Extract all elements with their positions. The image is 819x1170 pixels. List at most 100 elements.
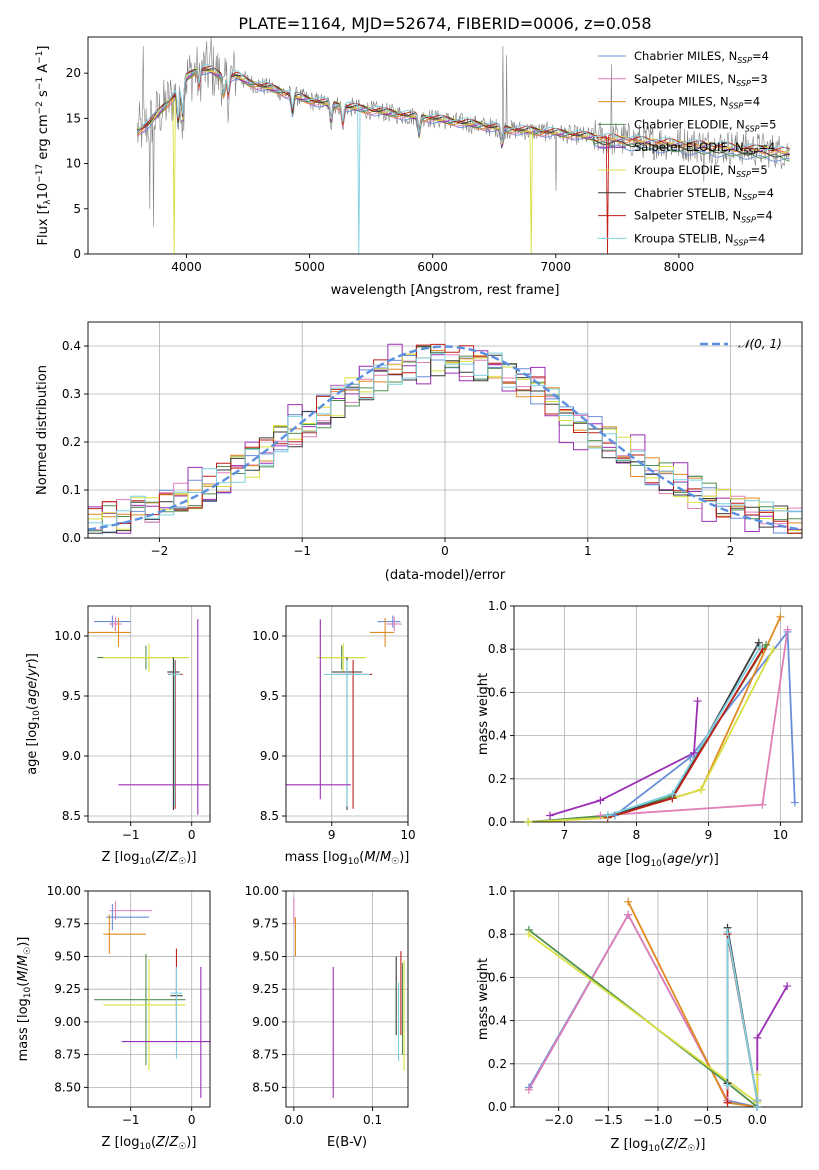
marker-kroupa-elodie bbox=[524, 818, 533, 826]
y-tick-label: 10.00 bbox=[245, 884, 279, 898]
panel-mass_vs_EBV: 0.0 0.1 8.50 8.75 9.00 9.25 9.50 9.75 10.00 E(B-V… bbox=[245, 884, 409, 1150]
y-tick-label: 0.8 bbox=[488, 927, 507, 941]
legend-label: Kroupa ELODIE, NSSP=5 bbox=[634, 163, 768, 179]
marker-kroupa-elodie bbox=[524, 930, 533, 939]
y-axis-label: Normed distribution bbox=[35, 365, 50, 495]
panel-weight_vs_age: 7 8 9 10 0.0 0.2 0.4 0.6 0.8 1.0 age [log10(age/yr… bbox=[476, 599, 803, 869]
marker-chabrier-miles bbox=[686, 753, 695, 762]
marker-kroupa-miles bbox=[776, 612, 785, 621]
y-tick-label: 9.0 bbox=[62, 749, 81, 763]
x-tick-label: 0 bbox=[188, 828, 196, 842]
axes-frame bbox=[87, 36, 803, 255]
y-axis-label: age [log10(age/yr)] bbox=[25, 653, 42, 775]
y-tick-label: 15 bbox=[66, 111, 81, 125]
y-tick-label: 0.1 bbox=[62, 483, 81, 497]
marker-kroupa-stelib bbox=[756, 643, 765, 652]
series-line-kroupa-elodie bbox=[528, 933, 759, 1105]
series-line-salpeter-stelib bbox=[607, 648, 764, 819]
panel-weight_vs_Z: −2.0 −1.5 −1.0 −0.5 0.0 0.0 0.2 0.4 0.6 0.8 1.0 Z [… bbox=[476, 884, 803, 1154]
y-axis-label: mass [log10(M/M☉)] bbox=[16, 937, 33, 1062]
y-axis-label: mass weight bbox=[476, 673, 491, 755]
marker-kroupa-stelib bbox=[603, 811, 612, 820]
y-tick-label: 0.0 bbox=[62, 531, 81, 545]
y-tick-label: 0.8 bbox=[488, 642, 507, 656]
x-axis-label: Z [log10(Z/Z☉)] bbox=[102, 850, 197, 867]
x-axis-label: Z [log10(Z/Z☉)] bbox=[611, 1137, 706, 1154]
legend: Chabrier MILES, NSSP=4 Salpeter MILES, NS… bbox=[598, 49, 776, 247]
series-line-kroupa-stelib bbox=[726, 931, 759, 1107]
x-tick-label: 9 bbox=[705, 828, 713, 842]
series-line-salpeter-elodie bbox=[756, 985, 788, 1107]
marker-salpeter-elodie bbox=[596, 796, 605, 805]
plot-area bbox=[88, 615, 209, 815]
x-axis-label: Z [log10(Z/Z☉)] bbox=[102, 1135, 197, 1152]
histogram-kroupa-stelib bbox=[88, 352, 802, 526]
x-axis-label: E(B-V) bbox=[327, 1135, 367, 1150]
legend-label: Kroupa MILES, NSSP=4 bbox=[634, 95, 760, 111]
plot-area bbox=[94, 901, 210, 1098]
axes-frame bbox=[87, 605, 211, 823]
y-tick-label: 0.4 bbox=[488, 1014, 507, 1028]
y-tick-label: 9.50 bbox=[252, 949, 279, 963]
y-tick-label: 9.5 bbox=[260, 689, 279, 703]
axes-frame bbox=[285, 605, 409, 823]
x-tick-label: −1.0 bbox=[643, 1113, 672, 1127]
legend-label: Chabrier MILES, NSSP=4 bbox=[634, 49, 769, 65]
x-tick-label: 7 bbox=[561, 828, 569, 842]
y-tick-label: 0.6 bbox=[488, 685, 507, 699]
series-line-kroupa-miles bbox=[627, 901, 758, 1107]
series-line-salpeter-elodie bbox=[549, 700, 699, 817]
y-tick-label: 0.3 bbox=[62, 387, 81, 401]
y-tick-label: 9.5 bbox=[62, 689, 81, 703]
normal-curve bbox=[88, 345, 802, 531]
marker-salpeter-miles bbox=[783, 625, 792, 634]
axes-frame bbox=[87, 890, 211, 1108]
marker-chabrier-miles bbox=[610, 811, 619, 820]
marker-kroupa-elodie bbox=[697, 785, 706, 794]
panel-spectrum: 4000 5000 6000 7000 8000 0 5 10 15 20 wavelength [… bbox=[35, 36, 803, 298]
series-line-chabrier-stelib bbox=[607, 642, 760, 817]
series-line-salpeter-miles bbox=[600, 629, 789, 817]
y-tick-label: 1.0 bbox=[488, 599, 507, 613]
x-tick-label: 0 bbox=[188, 1113, 196, 1127]
y-tick-label: 0.4 bbox=[62, 339, 81, 353]
y-tick-label: 8.5 bbox=[260, 809, 279, 823]
x-tick-label: −1 bbox=[122, 828, 140, 842]
histogram-salpeter-stelib bbox=[88, 343, 802, 534]
y-tick-label: 0.0 bbox=[488, 1100, 507, 1114]
x-tick-label: 4000 bbox=[171, 260, 202, 274]
x-tick-label: −1 bbox=[122, 1113, 140, 1127]
y-tick-label: 8.75 bbox=[252, 1048, 279, 1062]
x-axis-label: mass [log10(M/M☉)] bbox=[285, 850, 410, 867]
x-tick-label: −2.0 bbox=[544, 1113, 573, 1127]
marker-salpeter-miles bbox=[524, 1085, 533, 1094]
y-tick-label: 9.75 bbox=[252, 917, 279, 931]
y-tick-label: 9.25 bbox=[252, 982, 279, 996]
y-tick-label: 1.0 bbox=[488, 884, 507, 898]
y-tick-label: 20 bbox=[66, 66, 81, 80]
x-tick-label: 5000 bbox=[294, 260, 325, 274]
x-tick-label: 10 bbox=[773, 828, 788, 842]
plot-area bbox=[528, 616, 796, 822]
marker-kroupa-stelib bbox=[668, 789, 677, 798]
marker-salpeter-miles bbox=[624, 910, 633, 919]
marker-kroupa-stelib bbox=[723, 928, 732, 937]
marker-salpeter-elodie bbox=[783, 982, 792, 991]
legend-label: Chabrier ELODIE, NSSP=5 bbox=[634, 117, 776, 133]
marker-chabrier-stelib bbox=[754, 638, 763, 647]
x-tick-label: 7000 bbox=[541, 260, 572, 274]
x-tick-label: 0.0 bbox=[748, 1113, 767, 1127]
marker-salpeter-miles bbox=[596, 811, 605, 820]
legend-label: Salpeter ELODIE, NSSP=4 bbox=[634, 140, 775, 156]
plot-area bbox=[136, 37, 790, 254]
x-tick-label: −2 bbox=[151, 544, 169, 558]
panel-residuals: −2 −1 0 1 2 0.0 0.1 0.2 0.3 0.4 𝒩(0, 1) (data-model… bbox=[35, 321, 803, 583]
plot-area bbox=[88, 343, 802, 534]
marker-salpeter-stelib bbox=[723, 1098, 732, 1107]
y-tick-label: 0.2 bbox=[488, 1057, 507, 1071]
series-line-kroupa-stelib bbox=[607, 646, 761, 817]
y-tick-label: 10.0 bbox=[252, 629, 279, 643]
x-axis-label: wavelength [Angstrom, rest frame] bbox=[331, 283, 560, 298]
y-tick-label: 9.00 bbox=[252, 1015, 279, 1029]
